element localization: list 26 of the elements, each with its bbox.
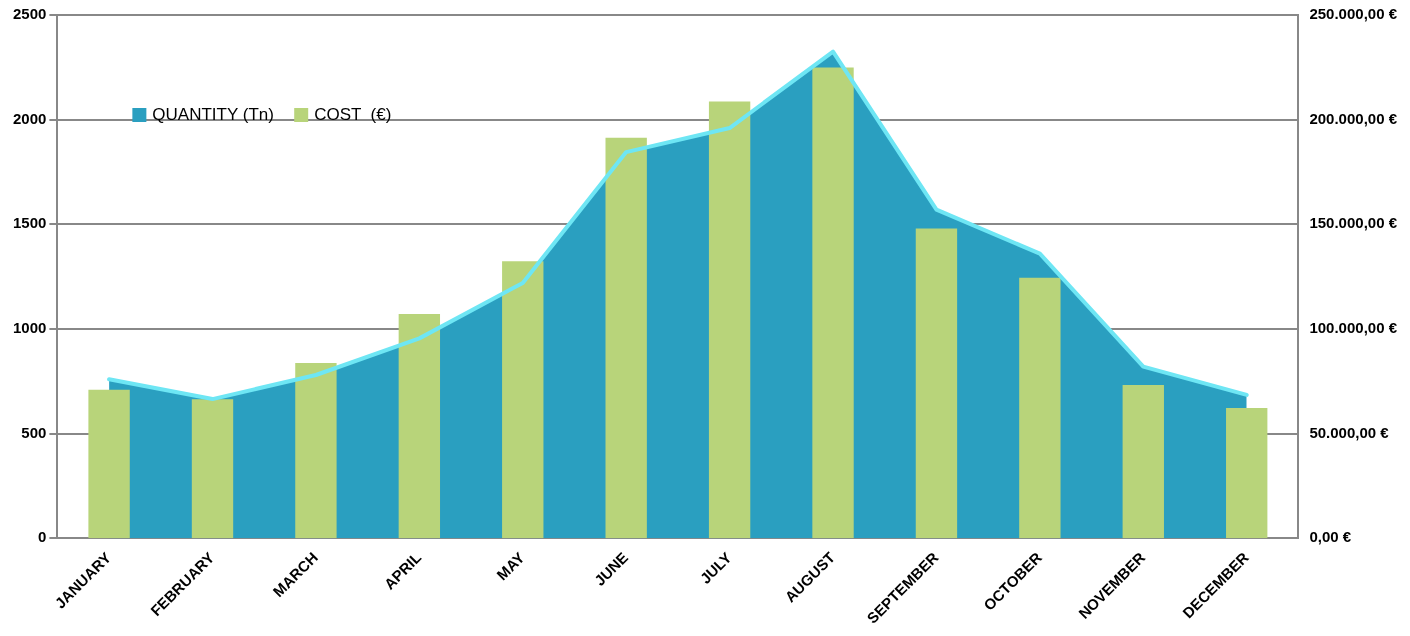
y2-tick-label: 100.000,00 € [1309,319,1398,337]
bar [88,389,130,539]
bar [915,228,958,539]
y2-tick-label: 200.000,00 € [1309,109,1398,127]
bar [1019,277,1061,539]
y-tick-label: 0 [38,528,47,546]
bar [295,363,337,539]
y-tick-label: 1500 [12,214,47,232]
legend-label: QUANTITY (Tn) [152,104,274,124]
bar [1226,408,1268,539]
bar [398,313,441,539]
y2-tick-label: 150.000,00 € [1309,214,1398,232]
bar [191,399,234,539]
y2-tick-label: 50.000,00 € [1309,423,1390,441]
bar [1122,385,1164,539]
y2-tick-label: 250.000,00 € [1309,5,1398,23]
bar [502,261,544,539]
y-tick-label: 2500 [12,5,47,23]
bar [605,137,647,539]
y-tick-label: 1000 [12,319,47,337]
bar [708,101,751,539]
bar [812,67,854,539]
y2-tick-label: 0,00 € [1309,528,1352,546]
y-tick-label: 2000 [12,109,47,127]
y-tick-label: 500 [21,423,47,441]
legend-label: COST (€) [314,104,392,124]
